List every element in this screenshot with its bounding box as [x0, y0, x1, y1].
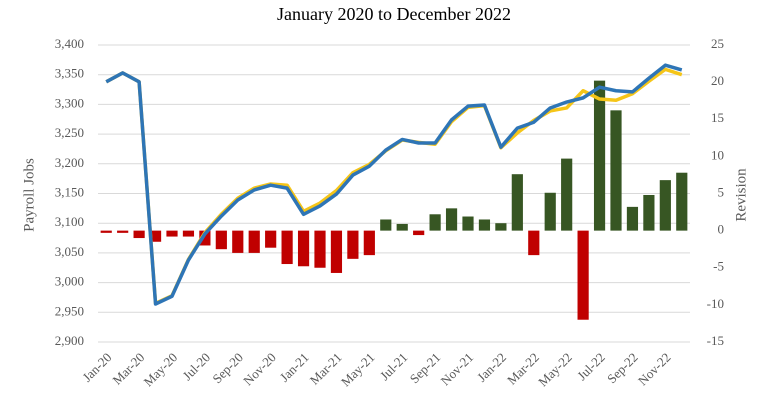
bar: [149, 230, 162, 242]
y-tick-label: 3,300: [55, 95, 84, 110]
bar: [445, 208, 458, 231]
y2-tick-label: 0: [718, 222, 725, 237]
y-tick-label: 2,950: [55, 303, 84, 318]
bar: [528, 230, 540, 256]
y-tick-label: 3,000: [55, 274, 84, 289]
x-tick-label: Mar-22: [504, 350, 542, 388]
bar: [330, 230, 343, 273]
chart-title: January 2020 to December 2022: [277, 4, 511, 24]
y2-tick-label: 25: [711, 36, 724, 51]
bar: [396, 223, 408, 231]
x-tick-label: May-21: [338, 350, 378, 390]
y2-tick-label: 5: [718, 184, 725, 199]
y-tick-label: 3,400: [55, 36, 84, 51]
y-tick-label: 3,100: [55, 214, 84, 229]
y2-tick-label: 10: [711, 147, 724, 162]
x-tick-label: Sep-20: [209, 350, 246, 387]
x-tick-label: Mar-21: [307, 350, 345, 388]
bar: [215, 230, 227, 250]
x-tick-label: Jul-21: [377, 350, 411, 384]
bar: [133, 230, 145, 239]
y-tick-label: 3,150: [55, 184, 84, 199]
bar: [363, 230, 375, 256]
bar: [511, 174, 523, 231]
x-tick-label: Jan-20: [79, 350, 114, 385]
y2-tick-label: 15: [711, 110, 724, 125]
bar: [100, 230, 112, 233]
y-tick-label: 3,350: [55, 66, 84, 81]
bar: [462, 216, 474, 231]
x-tick-label: Nov-22: [635, 350, 674, 389]
x-tick-label: Jul-22: [574, 350, 608, 384]
y-tick-label: 2,900: [55, 333, 84, 348]
bar: [643, 194, 655, 231]
line: [105, 63, 683, 306]
bar: [495, 223, 507, 231]
x-tick-label: Sep-21: [407, 350, 444, 387]
bar: [117, 230, 129, 233]
y-tick-label: 3,050: [55, 244, 84, 259]
x-tick-label: Jan-21: [277, 350, 312, 385]
bar: [676, 172, 688, 231]
bar: [166, 230, 178, 237]
bar: [429, 214, 441, 231]
bar: [577, 230, 589, 320]
bar: [561, 158, 573, 231]
bar: [659, 180, 671, 231]
bar: [199, 230, 211, 246]
y-tick-label: 3,250: [55, 125, 84, 140]
x-tick-label: Jul-20: [180, 350, 214, 384]
bar: [626, 206, 639, 231]
bar: [232, 230, 244, 253]
y2-tick-label: -10: [707, 296, 724, 311]
y2-tick-label: -15: [707, 333, 724, 348]
x-tick-label: Sep-22: [604, 350, 641, 387]
y2-tick-label: 20: [711, 73, 724, 88]
bar: [478, 219, 491, 231]
bar: [593, 80, 606, 231]
bar: [297, 230, 310, 267]
y-tick-label: 3,200: [55, 155, 84, 170]
bar: [610, 110, 622, 231]
bar: [265, 230, 277, 248]
bar: [544, 192, 556, 231]
bar: [413, 230, 425, 236]
bar: [314, 230, 326, 268]
x-tick-label: Nov-21: [438, 350, 477, 389]
x-tick-label: Nov-20: [240, 350, 279, 389]
bar: [182, 230, 195, 237]
bar: [281, 230, 293, 265]
bar: [248, 230, 260, 253]
x-tick-label: Jan-22: [474, 350, 509, 385]
x-tick-label: May-22: [535, 350, 575, 390]
bar: [347, 230, 359, 259]
x-tick-label: Mar-20: [109, 350, 147, 388]
bar: [380, 219, 392, 231]
y2-axis-title: Revision: [733, 168, 749, 222]
x-tick-label: May-20: [141, 350, 181, 390]
y2-tick-label: -5: [713, 259, 724, 274]
y-axis-title: Payroll Jobs: [21, 158, 37, 232]
